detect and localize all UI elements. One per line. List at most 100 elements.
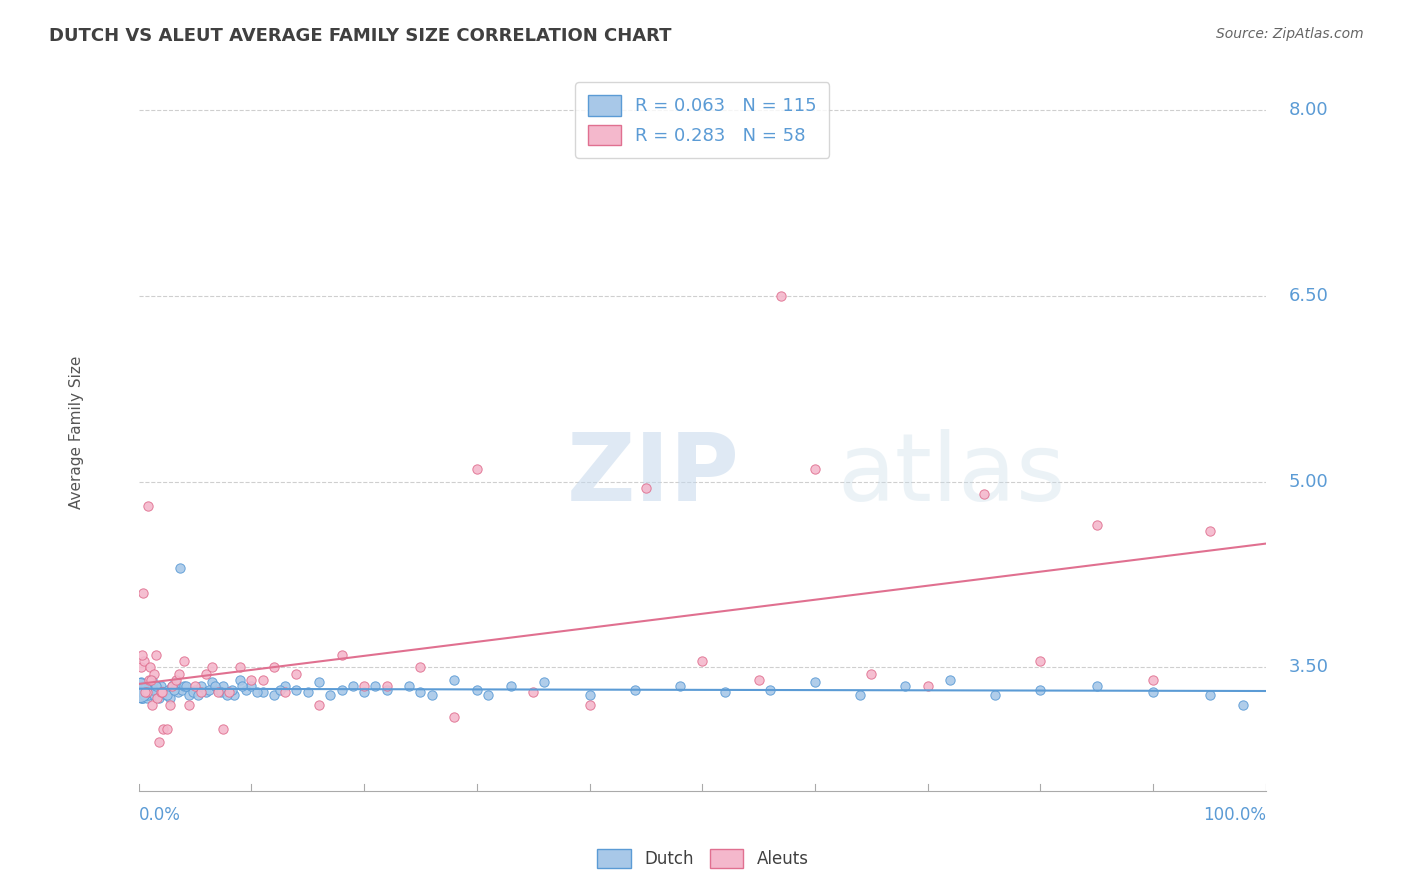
Point — [179, 698, 201, 712]
Point — [131, 691, 153, 706]
Point — [152, 685, 174, 699]
Text: 3.50: 3.50 — [1288, 658, 1329, 676]
Point — [139, 673, 162, 687]
Point — [150, 685, 173, 699]
Text: Source: ZipAtlas.com: Source: ZipAtlas.com — [1216, 27, 1364, 41]
Point — [132, 679, 155, 693]
Point — [129, 679, 152, 693]
Point — [263, 660, 285, 674]
Legend: Dutch, Aleuts: Dutch, Aleuts — [591, 842, 815, 875]
Point — [218, 685, 240, 699]
Point — [274, 685, 297, 699]
Point — [139, 675, 162, 690]
Point — [143, 666, 166, 681]
Point — [150, 679, 173, 693]
Point — [1085, 679, 1108, 693]
Point — [128, 688, 150, 702]
Point — [207, 682, 229, 697]
Point — [136, 691, 159, 706]
Point — [135, 682, 157, 697]
Point — [578, 698, 600, 712]
Point — [240, 679, 263, 693]
Point — [668, 679, 690, 693]
Point — [634, 481, 657, 495]
Point — [136, 682, 159, 697]
Point — [748, 673, 770, 687]
Point — [146, 685, 169, 699]
Point — [181, 685, 204, 699]
Point — [145, 682, 167, 697]
Point — [285, 682, 308, 697]
Point — [134, 679, 156, 693]
Point — [145, 679, 167, 693]
Point — [162, 679, 184, 693]
Point — [156, 688, 179, 702]
Point — [804, 675, 827, 690]
Text: Average Family Size: Average Family Size — [69, 355, 84, 508]
Point — [129, 685, 152, 699]
Point — [170, 682, 193, 697]
Point — [1198, 524, 1220, 539]
Point — [443, 673, 465, 687]
Point — [212, 723, 235, 737]
Point — [231, 679, 253, 693]
Point — [131, 586, 153, 600]
Point — [167, 666, 190, 681]
Point — [159, 691, 181, 706]
Point — [131, 685, 153, 699]
Point — [533, 675, 555, 690]
Point — [499, 679, 522, 693]
Point — [132, 691, 155, 706]
Point — [297, 685, 319, 699]
Point — [240, 673, 263, 687]
Text: 8.00: 8.00 — [1288, 101, 1329, 120]
Point — [150, 685, 173, 699]
Point — [1198, 688, 1220, 702]
Point — [138, 685, 160, 699]
Text: 5.00: 5.00 — [1288, 473, 1329, 491]
Point — [187, 688, 209, 702]
Point — [141, 698, 163, 712]
Point — [143, 688, 166, 702]
Point — [204, 679, 226, 693]
Point — [212, 679, 235, 693]
Point — [156, 682, 179, 697]
Point — [149, 682, 172, 697]
Point — [174, 679, 197, 693]
Point — [207, 685, 229, 699]
Point — [139, 679, 162, 693]
Point — [162, 682, 184, 697]
Point — [152, 723, 174, 737]
Text: DUTCH VS ALEUT AVERAGE FAMILY SIZE CORRELATION CHART: DUTCH VS ALEUT AVERAGE FAMILY SIZE CORRE… — [49, 27, 672, 45]
Point — [159, 698, 181, 712]
Point — [150, 685, 173, 699]
Point — [252, 685, 274, 699]
Point — [148, 735, 170, 749]
Point — [246, 685, 269, 699]
Text: 6.50: 6.50 — [1288, 287, 1329, 305]
Point — [139, 660, 162, 674]
Point — [141, 673, 163, 687]
Point — [167, 685, 190, 699]
Point — [131, 648, 153, 662]
Point — [184, 682, 207, 697]
Point — [375, 682, 398, 697]
Point — [860, 666, 883, 681]
Text: 0.0%: 0.0% — [139, 806, 180, 824]
Point — [128, 682, 150, 697]
Point — [155, 688, 177, 702]
Point — [184, 679, 207, 693]
Point — [1029, 654, 1052, 668]
Point — [131, 682, 153, 697]
Point — [135, 685, 157, 699]
Point — [129, 691, 152, 706]
Point — [319, 688, 342, 702]
Point — [1029, 682, 1052, 697]
Point — [197, 682, 219, 697]
Point — [138, 679, 160, 693]
Point — [173, 679, 195, 693]
Point — [477, 688, 499, 702]
Point — [165, 673, 187, 687]
Point — [465, 682, 488, 697]
Point — [364, 679, 387, 693]
